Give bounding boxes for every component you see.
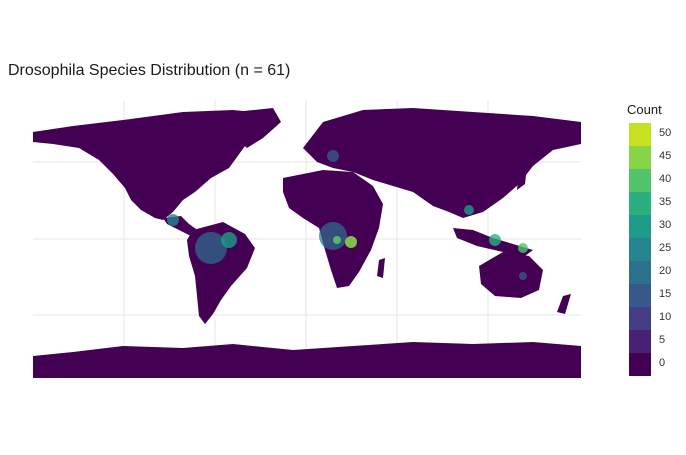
hotspot-indonesia: [489, 234, 501, 246]
legend-item: 10: [629, 307, 686, 330]
legend-label: 0: [659, 357, 666, 369]
legend-label: 15: [659, 288, 672, 300]
legend-label: 25: [659, 242, 672, 254]
madagascar: [377, 258, 385, 278]
legend-swatch: [629, 215, 651, 238]
legend-item: 5: [629, 330, 686, 353]
legend-swatch: [629, 284, 651, 307]
hotspot-central-africa: [319, 222, 347, 250]
map-title: Drosophila Species Distribution (n = 61): [8, 62, 291, 79]
japan: [517, 166, 527, 190]
hotspot-central-america: [167, 214, 179, 226]
legend-swatch: [629, 146, 651, 169]
hotspot-new-guinea: [518, 243, 528, 253]
legend-item: 40: [629, 169, 686, 192]
legend-label: 20: [659, 265, 672, 277]
species-hotspots: [167, 150, 528, 280]
legend-item: 50: [629, 123, 686, 146]
world-map-svg: [33, 100, 581, 378]
australia: [479, 252, 543, 298]
new-zealand: [557, 294, 571, 314]
legend-swatch: [629, 123, 651, 146]
north-america: [33, 110, 273, 220]
legend-item: 30: [629, 215, 686, 238]
legend-label: 45: [659, 150, 672, 162]
legend-swatch: [629, 261, 651, 284]
legend-label: 50: [659, 127, 672, 139]
hotspot-east-africa: [345, 236, 357, 248]
eurasia: [303, 108, 581, 218]
legend-swatch: [629, 353, 651, 376]
legend-swatch: [629, 238, 651, 261]
legend-swatch: [629, 169, 651, 192]
legend-item: 25: [629, 238, 686, 261]
legend-title: Count: [627, 102, 662, 117]
legend-item: 35: [629, 192, 686, 215]
legend-label: 35: [659, 196, 672, 208]
legend-swatch: [629, 307, 651, 330]
legend-swatch: [629, 192, 651, 215]
hotspot-amazon: [221, 232, 237, 248]
world-map: [33, 100, 581, 378]
legend: 50 45 40 35 30 25 20 15 10 5 0: [629, 123, 686, 376]
antarctica: [33, 342, 581, 378]
legend-label: 30: [659, 219, 672, 231]
hotspot-south-america: [195, 232, 227, 264]
greenland: [215, 108, 281, 148]
legend-label: 40: [659, 173, 672, 185]
hotspot-europe: [327, 150, 339, 162]
hotspot-congo: [333, 236, 341, 244]
legend-item: 20: [629, 261, 686, 284]
legend-swatch: [629, 330, 651, 353]
hotspot-southeast-asia: [464, 205, 474, 215]
legend-item: 15: [629, 284, 686, 307]
legend-item: 45: [629, 146, 686, 169]
legend-label: 10: [659, 311, 672, 323]
hotspot-australia: [519, 272, 527, 280]
legend-label: 5: [659, 334, 666, 346]
legend-item: 0: [629, 353, 686, 376]
